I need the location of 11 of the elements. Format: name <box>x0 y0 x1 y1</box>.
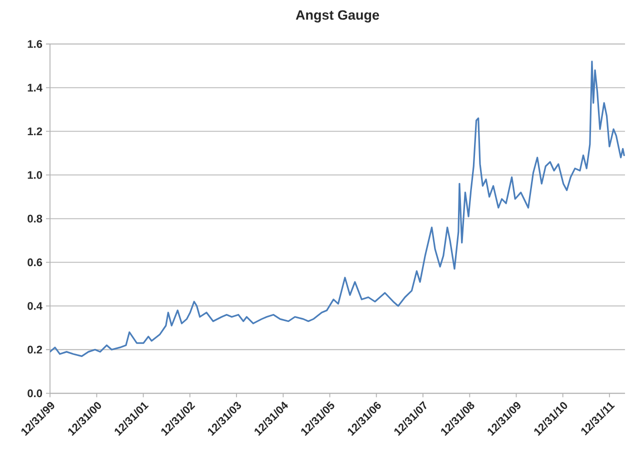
y-tick-label: 0.8 <box>28 214 42 223</box>
y-tick-label: 0.0 <box>28 389 42 398</box>
line-series <box>50 60 625 357</box>
y-tick-label: 1.6 <box>28 40 42 48</box>
chart-title: Angst Gauge <box>296 10 380 22</box>
y-tick-label: 1.4 <box>28 84 42 92</box>
y-tick-label: 0.4 <box>28 302 42 310</box>
y-tick-label: 0.2 <box>28 346 42 354</box>
y-tick-label: 1.2 <box>28 127 42 136</box>
y-tick-label: 1.0 <box>28 171 42 179</box>
y-tick-label: 0.6 <box>28 258 42 266</box>
